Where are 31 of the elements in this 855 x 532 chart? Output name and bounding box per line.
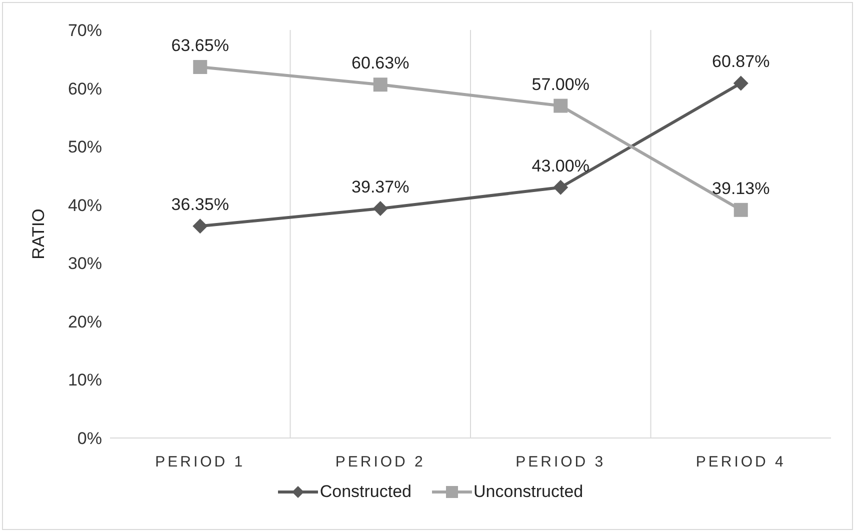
y-axis-title: RATIO <box>29 208 48 260</box>
x-tick-label: PERIOD 4 <box>696 454 786 471</box>
data-label: 39.37% <box>352 178 410 197</box>
data-label: 60.87% <box>712 52 770 72</box>
y-tick-label: 50% <box>68 138 102 157</box>
y-tick-label: 70% <box>68 21 102 40</box>
point <box>192 218 208 234</box>
y-tick-label: 40% <box>68 196 102 215</box>
data-label: 39.13% <box>712 178 770 198</box>
point <box>734 202 748 217</box>
y-tick-label: 10% <box>68 370 102 390</box>
x-tick-label: PERIOD 3 <box>516 454 606 471</box>
y-tick-label: 0% <box>77 429 102 448</box>
legend-label: Constructed <box>320 482 412 502</box>
point <box>373 78 388 92</box>
x-tick-label: PERIOD 1 <box>155 454 246 471</box>
point <box>733 76 748 91</box>
y-tick-label: 30% <box>68 254 102 274</box>
data-label: 60.63% <box>352 54 410 73</box>
x-tick-label: PERIOD 2 <box>335 454 426 471</box>
legend-label: Unconstructed <box>474 482 584 502</box>
point <box>193 60 208 74</box>
data-label: 57.00% <box>532 74 590 94</box>
data-label: 36.35% <box>171 195 229 214</box>
point <box>553 180 568 195</box>
point <box>554 98 568 113</box>
data-label: 63.65% <box>171 36 229 56</box>
y-tick-label: 20% <box>68 312 102 332</box>
y-tick-label: 60% <box>68 79 102 98</box>
data-label: 43.00% <box>532 156 590 176</box>
point <box>372 201 388 216</box>
